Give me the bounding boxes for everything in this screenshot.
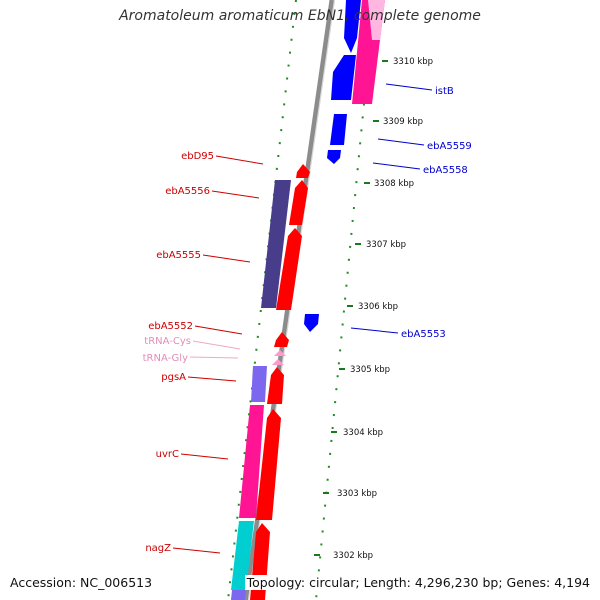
leader-lines-reverse [350, 83, 433, 334]
leader-line [187, 376, 237, 382]
trna-feature[interactable] [274, 350, 286, 356]
gene-label[interactable]: istB [435, 86, 454, 97]
cog-bar-slateblue [251, 366, 267, 402]
leader-line [215, 155, 264, 165]
cog-bar-slateblue [231, 590, 246, 600]
leader-line [211, 190, 260, 199]
leader-lines-trna [189, 340, 241, 359]
ruler-label: 3304 kbp [343, 428, 383, 438]
gene-feature-forward[interactable] [267, 367, 284, 404]
gene-label[interactable]: ebA5559 [427, 141, 472, 152]
leader-line [189, 356, 239, 359]
cog-bar-pink [368, 0, 385, 40]
gene-label[interactable]: uvrC [156, 449, 179, 460]
gene-label[interactable]: ebA5558 [423, 165, 468, 176]
leader-line [194, 325, 243, 335]
gene-label[interactable]: ebA5552 [148, 321, 193, 332]
ruler-label: 3303 kbp [337, 489, 377, 499]
gene-label[interactable]: pgsA [161, 372, 186, 383]
gene-label[interactable]: tRNA-Cys [144, 336, 191, 347]
cog-bar-darkblue [261, 180, 291, 308]
gene-feature-reverse[interactable] [304, 314, 319, 332]
gene-label[interactable]: ebA5555 [156, 250, 201, 261]
leader-line [377, 138, 425, 146]
genome-summary-text: Topology: circular; Length: 4,296,230 bp… [244, 575, 592, 590]
gene-feature-forward[interactable] [256, 409, 281, 520]
leader-line [372, 162, 421, 170]
leader-line [350, 327, 399, 334]
gene-label[interactable]: ebD95 [181, 151, 214, 162]
leader-line [180, 453, 229, 460]
cog-bar-magenta [239, 405, 264, 518]
gene-label[interactable]: ebA5553 [401, 329, 446, 340]
leader-lines-forward [172, 155, 264, 554]
ruler-ticks [314, 60, 388, 556]
gene-feature-reverse[interactable] [344, 0, 361, 53]
ruler-label: 3306 kbp [358, 302, 398, 312]
gene-feature-forward[interactable] [276, 228, 302, 310]
ruler-label: 3307 kbp [366, 240, 406, 250]
trna-feature[interactable] [272, 359, 284, 365]
gene-feature-forward[interactable] [289, 180, 308, 225]
gene-label[interactable]: nagZ [145, 543, 171, 554]
gene-feature-forward[interactable] [296, 164, 310, 178]
ruler-label: 3309 kbp [383, 117, 423, 127]
leader-line [202, 254, 251, 263]
gene-feature-reverse[interactable] [327, 150, 341, 164]
ruler-label: 3308 kbp [374, 179, 414, 189]
gene-feature-forward[interactable] [274, 332, 289, 347]
map-title: Aromatoleum aromaticum EbN1, complete ge… [119, 8, 481, 24]
gene-feature-reverse[interactable] [331, 55, 356, 100]
gene-feature-reverse[interactable] [330, 114, 347, 145]
ruler-label: 3305 kbp [350, 365, 390, 375]
cog-bar-cyan [231, 521, 254, 590]
leader-line [172, 547, 221, 554]
ruler-label: 3302 kbp [333, 551, 373, 561]
accession-text: Accession: NC_006513 [8, 575, 155, 590]
ruler-label: 3310 kbp [393, 57, 433, 67]
leader-line [192, 340, 241, 350]
gene-label[interactable]: ebA5556 [165, 186, 210, 197]
leader-line [385, 83, 433, 91]
gene-label[interactable]: tRNA-Gly [143, 353, 188, 364]
